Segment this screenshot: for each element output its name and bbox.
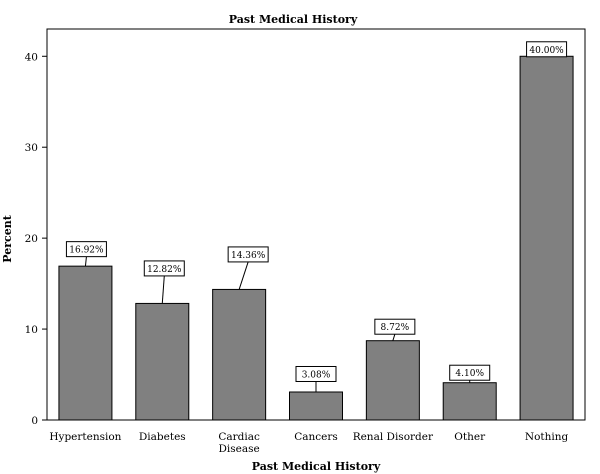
x-tick-label: Hypertension	[49, 431, 121, 443]
data-label: 3.08%	[302, 370, 331, 380]
bars	[58, 55, 574, 421]
x-tick-label: Other	[454, 431, 486, 443]
data-label: 16.92%	[69, 246, 104, 256]
axes: 0 10 20 30 40 Hypertension Diabetes Cardiac Dise…	[25, 28, 586, 455]
data-label-leader	[84, 256, 87, 267]
y-axis-label: Percent	[1, 214, 14, 262]
data-label-leader	[238, 261, 249, 290]
x-tick-label: Cardiac Disease	[218, 431, 260, 455]
data-label-box	[65, 241, 107, 258]
data-label-box	[227, 246, 269, 263]
data-label-box	[295, 365, 337, 382]
data-label: 14.36%	[231, 251, 266, 261]
chart-title: Past Medical History	[229, 13, 358, 26]
bar	[442, 382, 497, 421]
data-label: 8.72%	[381, 323, 410, 333]
y-tick-label: 20	[25, 233, 38, 245]
y-tick-label: 30	[25, 142, 38, 154]
y-tick-label: 40	[25, 51, 38, 63]
bar	[519, 55, 574, 421]
y-tick-label: 10	[25, 324, 38, 336]
bar	[212, 288, 267, 421]
x-axis-label: Past Medical History	[252, 460, 381, 473]
data-label-box	[374, 318, 416, 335]
plot-frame	[46, 28, 586, 421]
data-label-leader	[161, 275, 165, 304]
x-tick-label: Renal Disorder	[353, 431, 434, 443]
data-label-box	[449, 364, 491, 381]
data-label: 40.00%	[529, 46, 564, 56]
x-tick-label: Cancers	[294, 431, 338, 443]
data-label-leader	[392, 334, 396, 341]
data-label-box	[143, 260, 185, 277]
x-tick-label: Nothing	[525, 431, 569, 443]
x-tick-label: Diabetes	[139, 431, 186, 443]
bar	[135, 302, 190, 421]
y-tick-label: 0	[31, 415, 38, 427]
data-labels: 16.92% 12.82% 14.36% 3.08% 8.72% 4.10% 40.00%	[65, 41, 568, 392]
data-label-box	[526, 41, 568, 58]
data-label: 12.82%	[147, 265, 182, 275]
bar	[58, 265, 113, 421]
data-label: 4.10%	[455, 369, 484, 379]
bar	[289, 391, 343, 421]
bar	[365, 340, 420, 421]
